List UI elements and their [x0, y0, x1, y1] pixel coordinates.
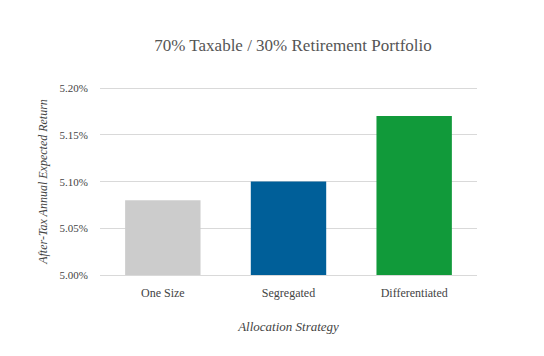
svg-text:Allocation Strategy: Allocation Strategy: [237, 319, 339, 334]
svg-text:5.15%: 5.15%: [60, 129, 88, 141]
svg-text:5.00%: 5.00%: [60, 269, 88, 281]
svg-text:70% Taxable / 30% Retirement P: 70% Taxable / 30% Retirement Portfolio: [154, 36, 432, 55]
svg-text:Segregated: Segregated: [262, 286, 315, 300]
svg-text:5.20%: 5.20%: [60, 82, 88, 94]
svg-text:Differentiated: Differentiated: [381, 286, 448, 300]
svg-text:5.05%: 5.05%: [60, 222, 88, 234]
svg-text:After-Tax Annual Expected Retu: After-Tax Annual Expected Return: [36, 99, 50, 265]
svg-text:5.10%: 5.10%: [60, 176, 88, 188]
svg-text:One Size: One Size: [141, 286, 185, 300]
